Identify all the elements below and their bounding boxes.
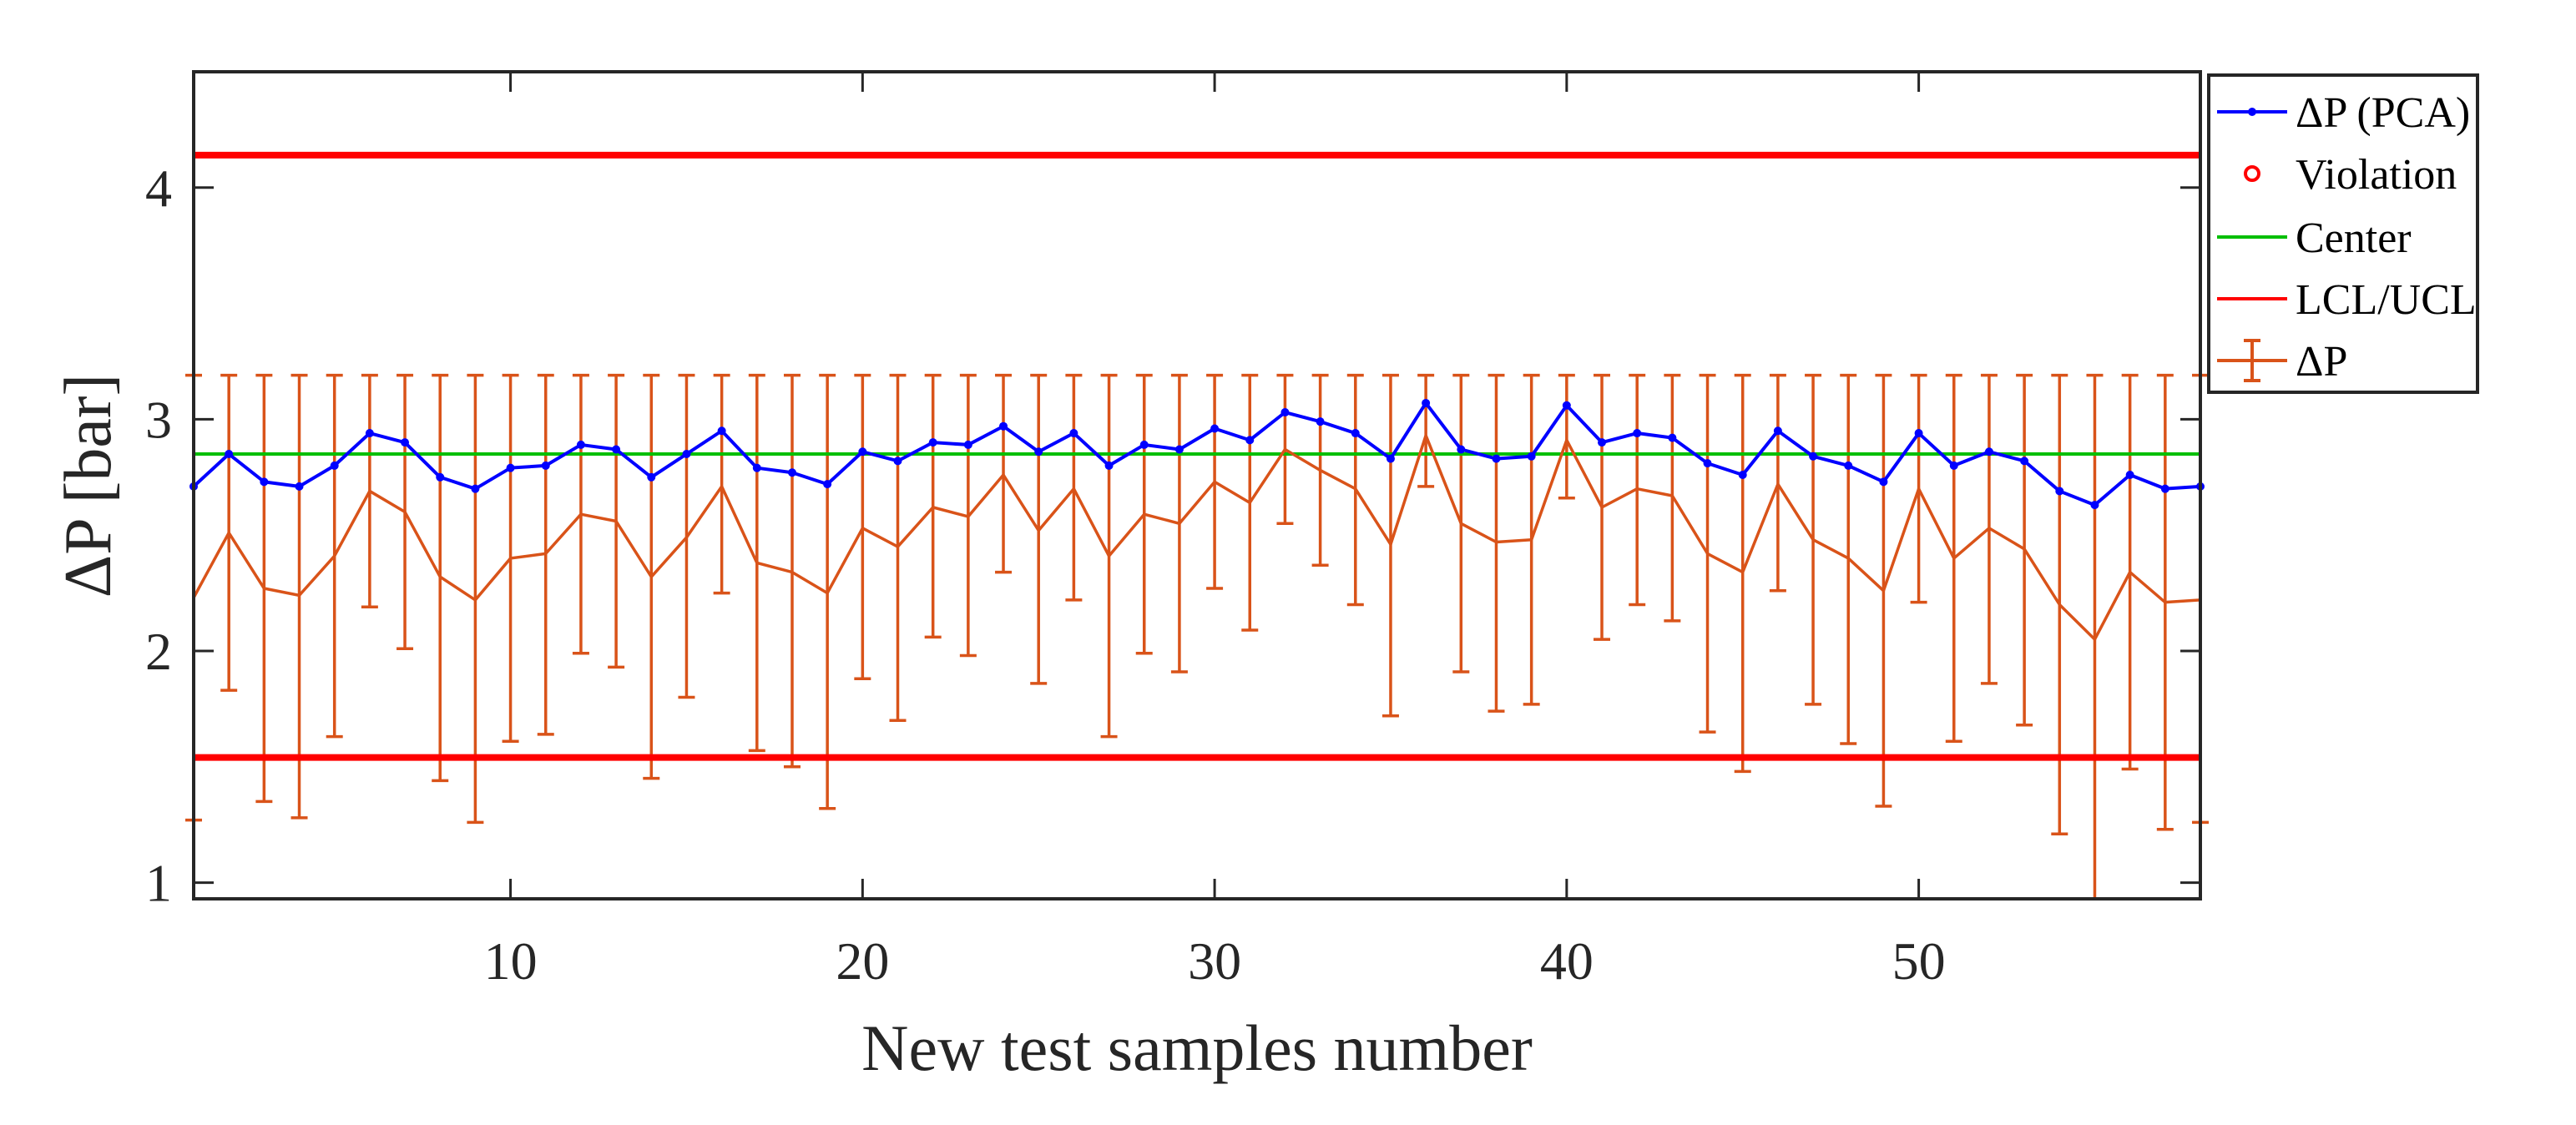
pca-point — [928, 438, 937, 447]
y-tick-label: 2 — [145, 622, 172, 681]
pca-point — [295, 482, 304, 491]
dp-series-line — [192, 434, 2201, 641]
pca-point — [576, 440, 585, 449]
pca-point — [1492, 454, 1501, 463]
pca-point — [1949, 461, 1958, 470]
legend-violation-marker — [2244, 165, 2260, 182]
x-tick-label: 30 — [1188, 931, 1241, 991]
legend-label-pca: ΔP (PCA) — [2296, 89, 2470, 137]
legend-label-limits: LCL/UCL — [2296, 276, 2477, 324]
legend-label-violation: Violation — [2296, 151, 2457, 199]
pca-point — [2055, 487, 2064, 496]
pca-point — [1457, 445, 1466, 454]
pca-point — [2160, 484, 2169, 493]
pca-series-line — [192, 401, 2201, 507]
pca-point — [787, 468, 796, 477]
x-tick-label: 40 — [1540, 931, 1594, 991]
tick-labels: 10 20 30 40 50 1 2 3 4 — [145, 159, 1946, 991]
pca-point — [858, 447, 867, 457]
pca-point — [1879, 477, 1888, 487]
y-tick-label: 3 — [145, 390, 172, 449]
pca-point — [963, 440, 972, 449]
legend-label-dp: ΔP — [2296, 338, 2347, 386]
legend-pca-marker — [2248, 108, 2256, 116]
pca-point — [1174, 445, 1184, 454]
pca-point — [1104, 461, 1114, 470]
pca-point — [330, 461, 339, 470]
legend: ΔP (PCA) Violation Center LCL/UCL ΔP — [2207, 73, 2479, 394]
x-tick-label: 50 — [1892, 931, 1946, 991]
pca-point — [401, 438, 410, 447]
x-tick-label: 20 — [836, 931, 889, 991]
pca-point — [1703, 459, 1712, 468]
pca-point — [1562, 401, 1571, 410]
pca-point — [1633, 429, 1642, 438]
pca-point — [2090, 501, 2099, 510]
reference-lines — [194, 151, 2200, 761]
y-axis-title: ΔP [bar] — [52, 374, 125, 598]
x-axis-title: New test samples number — [861, 1011, 1533, 1084]
pca-point — [1280, 408, 1290, 417]
pca-point — [823, 480, 832, 489]
x-tick-label: 10 — [484, 931, 538, 991]
pca-point — [1984, 447, 1993, 457]
pca-point — [752, 463, 761, 472]
pca-point — [1245, 436, 1255, 445]
pca-point — [506, 463, 515, 472]
series-lines — [192, 401, 2201, 641]
pca-point — [2125, 471, 2134, 480]
pca-point — [1809, 452, 1818, 461]
pca-point — [1598, 438, 1607, 447]
legend-label-center: Center — [2296, 214, 2412, 262]
y-tick-label: 4 — [145, 159, 172, 218]
pca-point — [1210, 424, 1220, 433]
pca-point — [1351, 429, 1360, 438]
pca-point — [471, 484, 480, 493]
pca-point — [1034, 447, 1043, 457]
plot-background — [194, 72, 2200, 899]
pca-point — [1914, 429, 1923, 438]
y-tick-label: 1 — [145, 854, 172, 913]
pca-point — [717, 426, 726, 436]
pca-point — [541, 461, 550, 470]
pca-point — [1844, 461, 1853, 470]
pca-point — [1422, 398, 1431, 407]
pca-point — [682, 450, 691, 459]
pca-point — [1738, 471, 1747, 480]
pca-point — [365, 429, 374, 438]
pca-point — [1139, 440, 1149, 449]
plot-frame — [192, 70, 2202, 901]
pca-point — [436, 472, 445, 482]
pca-point — [1316, 417, 1325, 426]
pca-markers — [189, 398, 2205, 510]
pca-point — [260, 477, 269, 487]
pca-point — [647, 472, 656, 482]
pca-point — [999, 421, 1008, 431]
pca-point — [1527, 452, 1536, 461]
pca-point — [612, 445, 621, 454]
pca-point — [1386, 454, 1395, 463]
pca-point — [893, 457, 902, 466]
pca-point — [1773, 426, 1782, 436]
pca-point — [2020, 457, 2029, 466]
axis-ticks — [194, 72, 2200, 899]
pca-point — [1668, 433, 1677, 442]
pca-point — [1069, 429, 1078, 438]
pca-point — [225, 450, 234, 459]
